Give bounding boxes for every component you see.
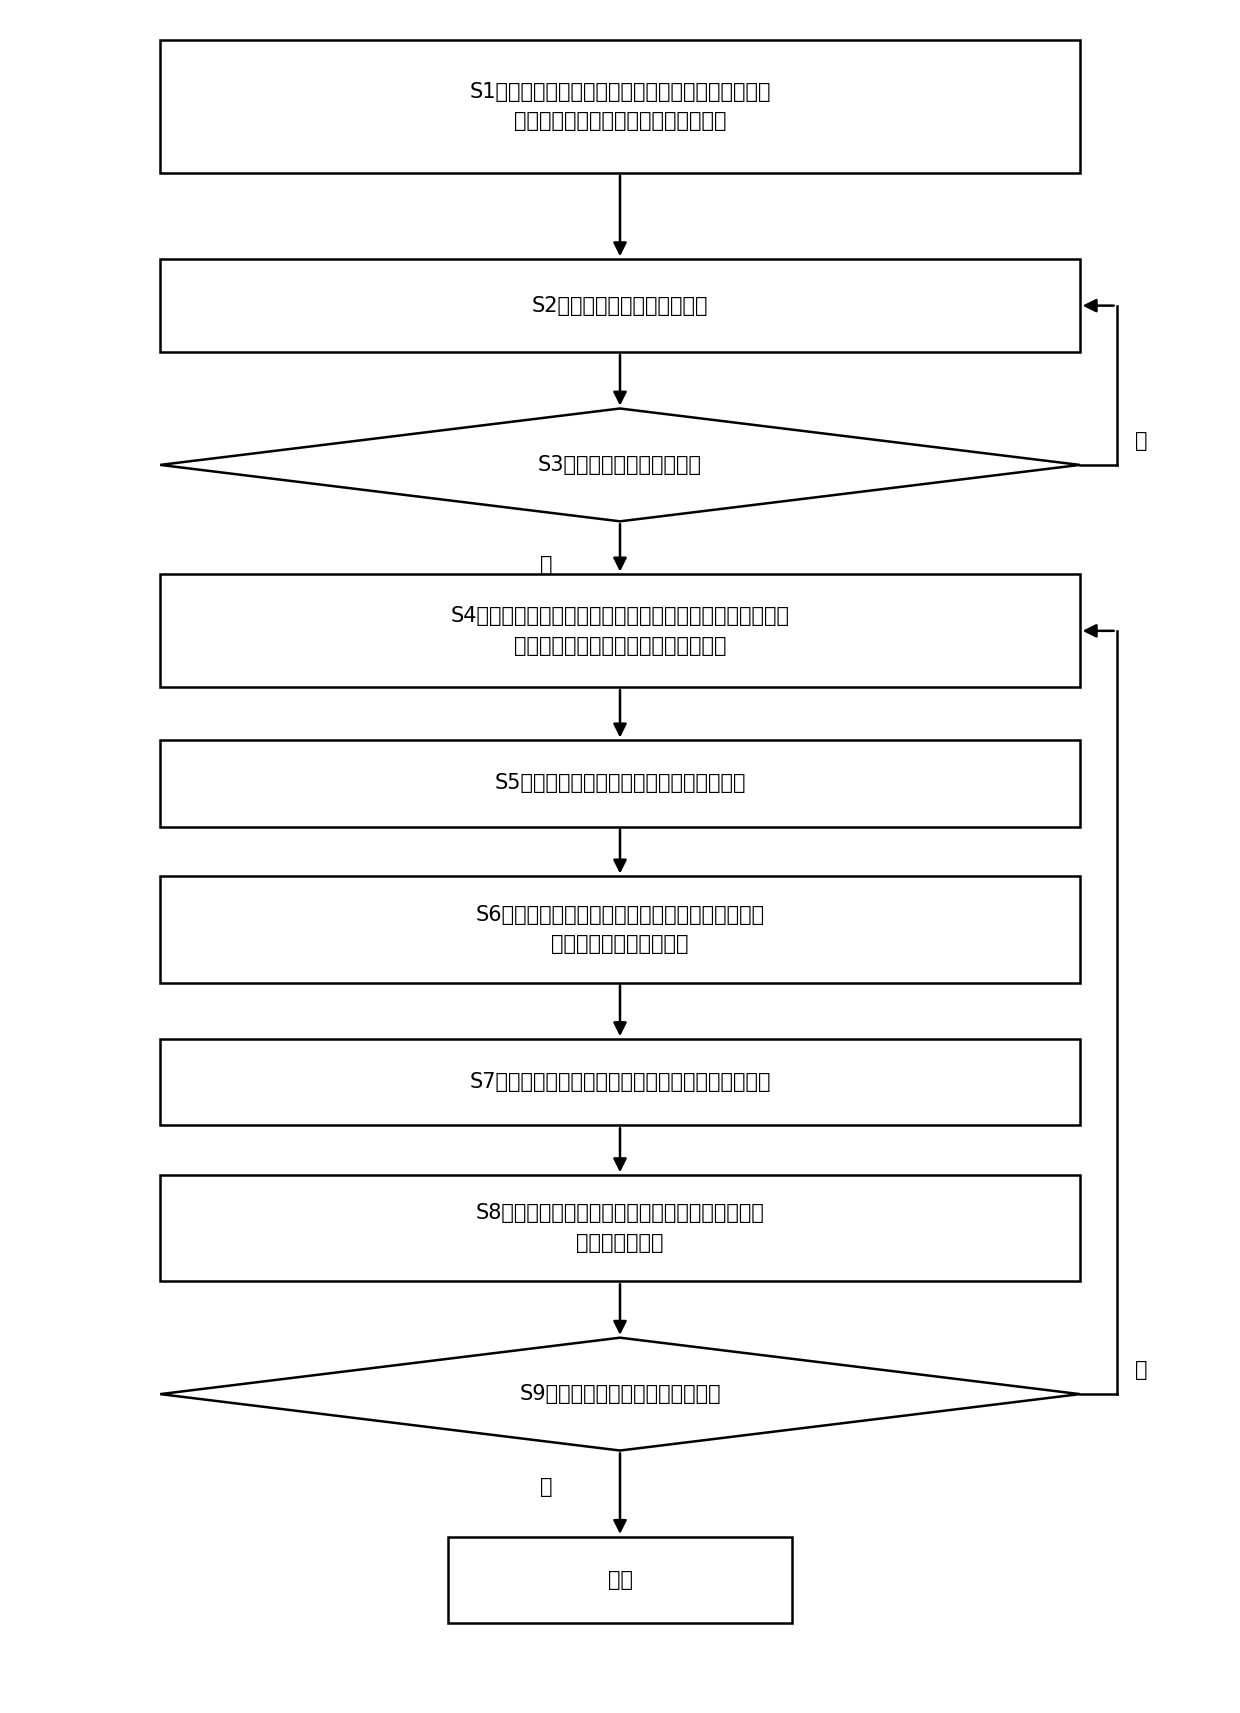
Bar bbox=[160, 1175, 1080, 1281]
Text: S4：参照示例图像调整送检电表摆放位置，通过电子显微镜
获取送检电表图像并进行拍摄和保存；: S4：参照示例图像调整送检电表摆放位置，通过电子显微镜 获取送检电表图像并进行拍… bbox=[450, 606, 790, 656]
Text: S5：将送检电表图像输送到图像处理器中；: S5：将送检电表图像输送到图像处理器中； bbox=[495, 774, 745, 793]
Text: S6：所述图像处理器对采集到的送检电表图像进行
预处理得到二値化图像；: S6：所述图像处理器对采集到的送检电表图像进行 预处理得到二値化图像； bbox=[475, 904, 765, 954]
Polygon shape bbox=[160, 408, 1080, 521]
Bar bbox=[160, 877, 1080, 983]
Text: S8：将送检电表图像的特征信号作为标准特征信号
存入到数据库中: S8：将送检电表图像的特征信号作为标准特征信号 存入到数据库中 bbox=[476, 1203, 764, 1252]
Bar bbox=[160, 574, 1080, 687]
Bar bbox=[160, 1040, 1080, 1125]
Text: S7：根据二値化图像得到送检电表图像的特征信号；: S7：根据二値化图像得到送检电表图像的特征信号； bbox=[469, 1072, 771, 1093]
Text: S1：将送检电表放置于电子显微镜下方的拍摄台上，
用于拍摄送检电表不同部位的的图像；: S1：将送检电表放置于电子显微镜下方的拍摄台上， 用于拍摄送检电表不同部位的的图… bbox=[469, 82, 771, 132]
Text: S9：判断电表各部位是否拍摄完毕: S9：判断电表各部位是否拍摄完毕 bbox=[520, 1384, 720, 1405]
Polygon shape bbox=[160, 1338, 1080, 1451]
Bar bbox=[160, 39, 1080, 173]
Text: 否: 否 bbox=[1135, 1360, 1147, 1381]
Text: 是: 是 bbox=[541, 555, 553, 574]
Text: S2：设定送检电表拍摄流程；: S2：设定送检电表拍摄流程； bbox=[532, 296, 708, 315]
Text: 是: 是 bbox=[541, 1477, 553, 1497]
Text: S3：判断是否保存拍摄流程: S3：判断是否保存拍摄流程 bbox=[538, 456, 702, 475]
Bar bbox=[160, 740, 1080, 827]
Bar bbox=[160, 259, 1080, 353]
Text: 结束: 结束 bbox=[608, 1569, 632, 1590]
Bar bbox=[449, 1537, 791, 1624]
Text: 否: 否 bbox=[1135, 432, 1147, 451]
